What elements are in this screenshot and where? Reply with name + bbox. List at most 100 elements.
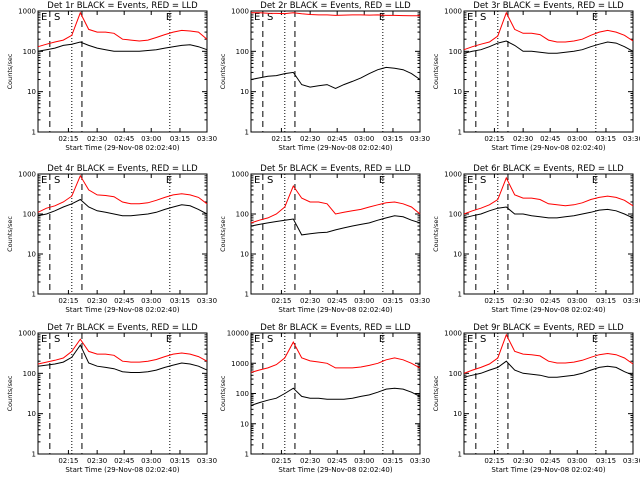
x-tick-label: 02:15 bbox=[271, 457, 291, 465]
x-tick-label: 03:00 bbox=[141, 297, 161, 305]
y-axis-label: Counts/sec bbox=[219, 53, 227, 89]
y-tick-label: 10 bbox=[27, 88, 36, 96]
x-tick-label: 02:30 bbox=[87, 297, 107, 305]
x-tick-label: 03:00 bbox=[141, 457, 161, 465]
events-series bbox=[37, 344, 208, 373]
y-tick-label: 1 bbox=[458, 291, 462, 299]
x-axis-label: Start Time (29-Nov-08 02:02:40) bbox=[278, 144, 392, 152]
x-tick-label: 02:45 bbox=[327, 135, 347, 143]
x-tick-label: 03:15 bbox=[596, 135, 616, 143]
plot-frame bbox=[37, 173, 208, 295]
y-tick-label: 1000 bbox=[231, 8, 249, 16]
x-tick-label: 02:30 bbox=[87, 457, 107, 465]
x-axis-label: Start Time (29-Nov-08 02:02:40) bbox=[278, 306, 392, 314]
y-axis-label: Counts/sec bbox=[6, 375, 14, 411]
y-tick-label: 1 bbox=[458, 451, 462, 459]
marker-letter: S bbox=[480, 12, 486, 23]
events-series bbox=[463, 40, 634, 54]
x-tick-label: 02:45 bbox=[114, 135, 134, 143]
y-tick-label: 1000 bbox=[444, 330, 462, 338]
events-series bbox=[463, 360, 634, 378]
x-tick-label: 03:00 bbox=[354, 297, 374, 305]
lld-series bbox=[463, 333, 634, 374]
y-tick-label: 100 bbox=[449, 211, 462, 219]
events-series bbox=[463, 206, 634, 219]
x-tick-label: 02:15 bbox=[271, 135, 291, 143]
marker-letter: E bbox=[592, 175, 598, 186]
marker-letter: E bbox=[41, 12, 47, 23]
y-tick-label: 10 bbox=[240, 88, 249, 96]
panel-6: Det 6r BLACK = Events, RED = LLD 1 10 100 10… bbox=[432, 164, 640, 314]
events-series bbox=[37, 198, 208, 217]
x-tick-label: 03:00 bbox=[354, 457, 374, 465]
y-tick-label: 1000 bbox=[18, 171, 36, 179]
y-axis-label: Counts/sec bbox=[6, 216, 14, 252]
x-axis-label: Start Time (29-Nov-08 02:02:40) bbox=[65, 466, 179, 474]
y-tick-label: 100 bbox=[236, 48, 249, 56]
marker-letter: E bbox=[166, 175, 172, 186]
x-tick-label: 02:45 bbox=[114, 457, 134, 465]
lld-series bbox=[37, 11, 208, 48]
x-tick-label: 02:45 bbox=[540, 457, 560, 465]
x-tick-label: 03:15 bbox=[170, 297, 190, 305]
x-tick-label: 03:15 bbox=[383, 457, 403, 465]
y-tick-label: 10 bbox=[453, 410, 462, 418]
x-tick-label: 03:15 bbox=[596, 297, 616, 305]
marker-letter: E bbox=[467, 12, 473, 23]
marker-letter: E bbox=[254, 334, 260, 345]
y-tick-label: 100 bbox=[236, 390, 249, 398]
x-tick-label: 03:30 bbox=[623, 297, 640, 305]
marker-letter: E bbox=[41, 334, 47, 345]
panel-title: Det 6r BLACK = Events, RED = LLD bbox=[473, 164, 624, 174]
plot-frame bbox=[463, 173, 634, 295]
x-tick-label: 03:30 bbox=[623, 135, 640, 143]
plot-frame bbox=[250, 173, 421, 295]
x-tick-label: 02:45 bbox=[327, 457, 347, 465]
x-tick-label: 02:15 bbox=[58, 297, 78, 305]
panel-2: Det 2r BLACK = Events, RED = LLD 1 10 100 10… bbox=[219, 1, 430, 152]
x-tick-label: 02:30 bbox=[513, 135, 533, 143]
x-tick-label: 02:30 bbox=[300, 457, 320, 465]
panel-title: Det 1r BLACK = Events, RED = LLD bbox=[47, 1, 198, 11]
y-tick-label: 1000 bbox=[444, 171, 462, 179]
marker-letter: E bbox=[166, 12, 172, 23]
plot-frame bbox=[250, 332, 421, 455]
events-series bbox=[250, 387, 421, 406]
x-tick-label: 02:30 bbox=[513, 297, 533, 305]
panel-title: Det 2r BLACK = Events, RED = LLD bbox=[260, 1, 411, 11]
x-tick-label: 02:45 bbox=[540, 297, 560, 305]
y-tick-label: 100 bbox=[23, 370, 36, 378]
y-tick-label: 1 bbox=[32, 291, 36, 299]
marker-letter: E bbox=[379, 12, 385, 23]
x-axis-label: Start Time (29-Nov-08 02:02:40) bbox=[65, 306, 179, 314]
marker-letter: E bbox=[592, 334, 598, 345]
plot-frame bbox=[463, 332, 634, 455]
x-tick-label: 03:15 bbox=[170, 135, 190, 143]
y-axis-label: Counts/sec bbox=[432, 53, 440, 89]
lld-series bbox=[37, 338, 208, 365]
x-tick-label: 03:00 bbox=[567, 135, 587, 143]
x-tick-label: 02:45 bbox=[327, 297, 347, 305]
y-tick-label: 1 bbox=[458, 129, 462, 137]
x-axis-label: Start Time (29-Nov-08 02:02:40) bbox=[65, 144, 179, 152]
x-tick-label: 03:30 bbox=[410, 297, 430, 305]
y-tick-label: 100 bbox=[23, 211, 36, 219]
x-tick-label: 03:15 bbox=[596, 457, 616, 465]
panel-title: Det 9r BLACK = Events, RED = LLD bbox=[473, 323, 624, 333]
x-tick-label: 02:30 bbox=[300, 297, 320, 305]
lld-series bbox=[251, 12, 420, 17]
y-tick-label: 10 bbox=[27, 410, 36, 418]
plot-frame bbox=[37, 332, 208, 455]
x-axis-label: Start Time (29-Nov-08 02:02:40) bbox=[491, 466, 605, 474]
plot-frame bbox=[463, 10, 634, 133]
marker-letter: E bbox=[166, 334, 172, 345]
x-tick-label: 03:30 bbox=[197, 457, 217, 465]
x-tick-label: 03:15 bbox=[383, 297, 403, 305]
y-tick-label: 100 bbox=[236, 211, 249, 219]
events-series bbox=[250, 215, 421, 236]
x-tick-label: 02:15 bbox=[271, 297, 291, 305]
marker-letter: S bbox=[480, 334, 486, 345]
x-tick-label: 02:15 bbox=[58, 457, 78, 465]
y-tick-label: 1 bbox=[245, 129, 249, 137]
